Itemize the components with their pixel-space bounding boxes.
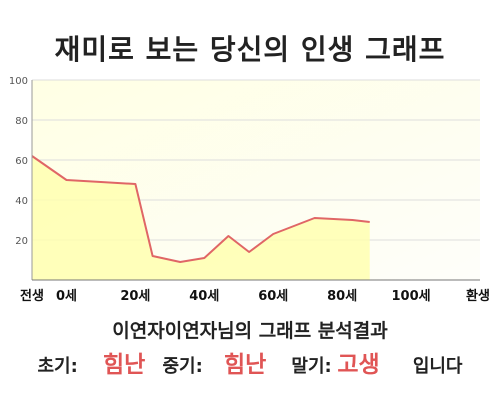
early-label: 초기: xyxy=(37,356,78,377)
result-summary: 초기: 힘난 중기: 힘난 말기: 고생 입니다 xyxy=(0,348,500,384)
y-tick-label-60: 60 xyxy=(15,156,28,167)
early-value: 힘난 xyxy=(102,352,146,378)
y-tick-label-20: 20 xyxy=(15,236,28,247)
x-tick-label-7: 환생 xyxy=(466,288,490,304)
y-tick-label-40: 40 xyxy=(15,196,28,207)
late-value: 고생 xyxy=(337,352,380,378)
result-heading: 이연자이연자님의 그래프 분석결과 xyxy=(112,320,388,342)
area-fill xyxy=(32,156,370,280)
y-tick-label-100: 100 xyxy=(9,76,28,87)
ending-text: 입니다 xyxy=(412,356,463,377)
x-tick-label-3: 40세 xyxy=(189,289,219,304)
page-title: 재미로 보는 당신의 인생 그래프 xyxy=(54,33,446,66)
series-line xyxy=(31,155,370,263)
late-label: 말기: xyxy=(291,356,332,377)
mid-value: 힘난 xyxy=(223,352,267,378)
y-tick-label-80: 80 xyxy=(15,116,28,127)
x-tick-label-2: 20세 xyxy=(120,289,150,304)
x-tick-label-1: 0세 xyxy=(56,289,77,304)
x-tick-label-0: 전생 xyxy=(20,288,44,304)
x-tick-label-4: 60세 xyxy=(258,289,288,304)
x-tick-label-5: 80세 xyxy=(327,289,357,304)
mid-label: 중기: xyxy=(162,356,203,377)
x-tick-label-6: 100세 xyxy=(392,289,431,304)
